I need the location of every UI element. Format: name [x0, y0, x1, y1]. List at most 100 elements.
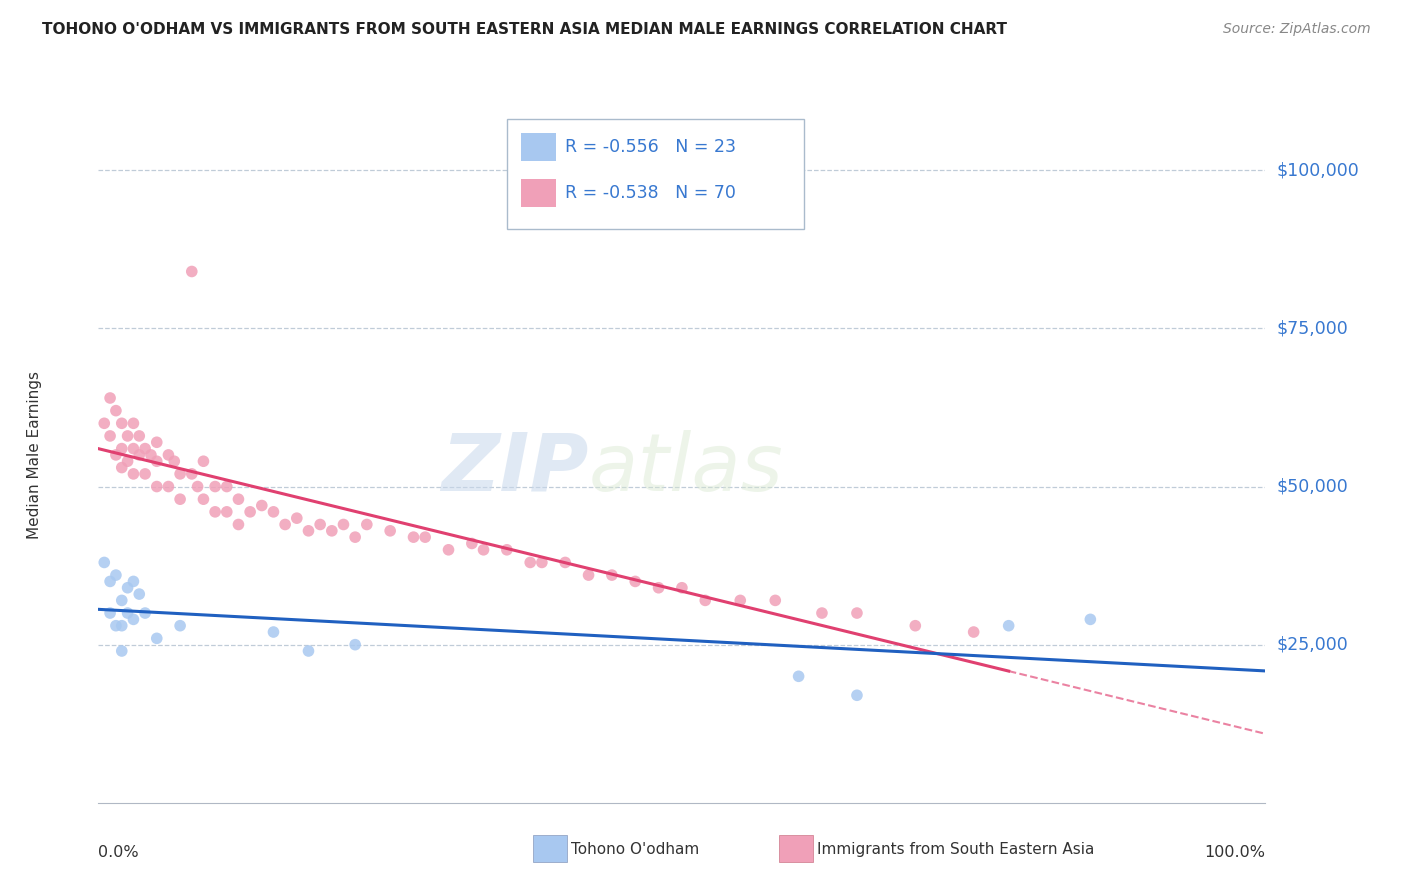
Point [122, 612, 145, 626]
Point [146, 454, 169, 468]
Point [215, 505, 238, 519]
Text: TOHONO O'ODHAM VS IMMIGRANTS FROM SOUTH EASTERN ASIA MEDIAN MALE EARNINGS CORREL: TOHONO O'ODHAM VS IMMIGRANTS FROM SOUTH … [42, 22, 1007, 37]
Point [332, 517, 354, 532]
Point [228, 517, 250, 532]
Point [157, 448, 180, 462]
Point [128, 448, 150, 462]
Point [98, 606, 121, 620]
Point [997, 618, 1019, 632]
Point [134, 442, 156, 456]
Point [111, 417, 134, 431]
Point [624, 574, 647, 589]
Point [1080, 612, 1102, 626]
Point [98, 391, 121, 405]
Text: Source: ZipAtlas.com: Source: ZipAtlas.com [1223, 22, 1371, 37]
Point [262, 625, 284, 640]
Point [578, 568, 600, 582]
Point [402, 530, 425, 544]
Point [157, 479, 180, 493]
Point [98, 574, 121, 589]
FancyBboxPatch shape [520, 134, 555, 161]
Text: ZIP: ZIP [441, 430, 589, 508]
Point [297, 524, 319, 538]
Point [413, 530, 436, 544]
Point [111, 460, 134, 475]
FancyBboxPatch shape [506, 119, 804, 229]
Point [811, 606, 834, 620]
Point [111, 644, 134, 658]
Point [495, 542, 517, 557]
Point [215, 479, 238, 493]
Text: $100,000: $100,000 [1277, 161, 1360, 179]
Point [128, 429, 150, 443]
Point [169, 467, 191, 481]
Point [461, 536, 484, 550]
Point [163, 454, 186, 468]
Text: R = -0.538   N = 70: R = -0.538 N = 70 [565, 184, 737, 202]
Point [117, 429, 139, 443]
Point [111, 442, 134, 456]
Point [111, 618, 134, 632]
Point [904, 618, 927, 632]
Point [204, 505, 226, 519]
Point [239, 505, 262, 519]
Point [845, 688, 868, 702]
Point [647, 581, 669, 595]
Point [146, 632, 169, 646]
Point [93, 556, 115, 570]
Point [671, 581, 693, 595]
Point [180, 467, 202, 481]
Text: Tohono O'odham: Tohono O'odham [571, 842, 699, 856]
Point [146, 435, 169, 450]
Point [962, 625, 984, 640]
Text: atlas: atlas [589, 430, 783, 508]
Point [117, 606, 139, 620]
Point [122, 467, 145, 481]
Text: $50,000: $50,000 [1277, 477, 1348, 496]
Point [530, 556, 553, 570]
Point [204, 479, 226, 493]
Point [344, 638, 367, 652]
Point [356, 517, 378, 532]
Point [262, 505, 284, 519]
Point [117, 581, 139, 595]
Point [180, 264, 202, 278]
Point [228, 492, 250, 507]
Point [98, 429, 121, 443]
Point [437, 542, 460, 557]
Point [193, 454, 215, 468]
Text: Immigrants from South Eastern Asia: Immigrants from South Eastern Asia [817, 842, 1094, 856]
Point [285, 511, 308, 525]
Point [104, 448, 127, 462]
Point [117, 454, 139, 468]
Point [472, 542, 495, 557]
Text: 100.0%: 100.0% [1205, 845, 1265, 860]
Point [250, 499, 273, 513]
Point [146, 479, 169, 493]
Point [730, 593, 752, 607]
Point [169, 492, 191, 507]
Text: 0.0%: 0.0% [98, 845, 139, 860]
Point [122, 442, 145, 456]
Point [519, 556, 541, 570]
Point [104, 568, 127, 582]
Point [134, 467, 156, 481]
Point [695, 593, 717, 607]
Point [104, 403, 127, 417]
Point [600, 568, 623, 582]
Point [554, 556, 576, 570]
Point [378, 524, 402, 538]
Point [193, 492, 215, 507]
Point [187, 479, 209, 493]
Point [169, 618, 191, 632]
Text: R = -0.556   N = 23: R = -0.556 N = 23 [565, 138, 737, 156]
Text: Median Male Earnings: Median Male Earnings [27, 371, 42, 539]
Point [321, 524, 343, 538]
Point [134, 606, 156, 620]
Point [93, 417, 115, 431]
Point [344, 530, 367, 544]
Text: $75,000: $75,000 [1277, 319, 1348, 337]
Point [845, 606, 868, 620]
Point [297, 644, 319, 658]
Point [122, 417, 145, 431]
